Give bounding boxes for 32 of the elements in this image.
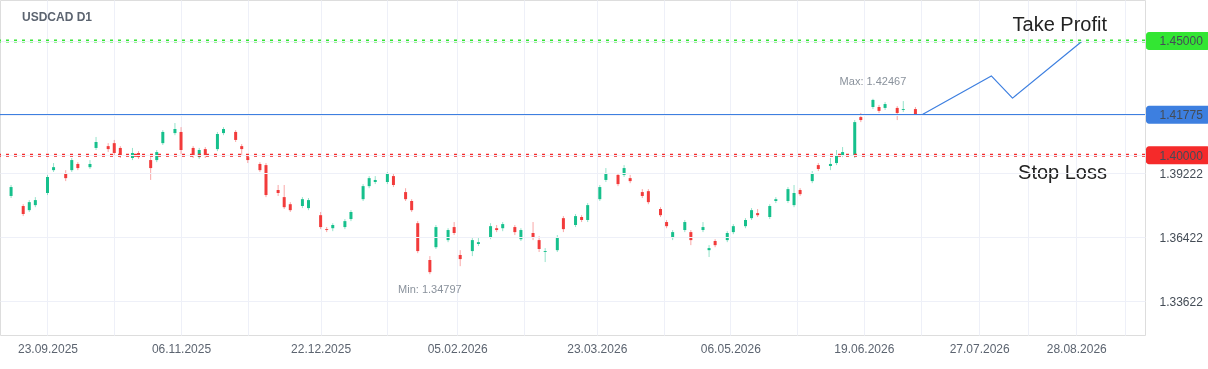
- candlestick: [276, 184, 280, 197]
- candlestick: [798, 187, 802, 197]
- y-tick-label: 1.39222: [1159, 166, 1204, 181]
- x-tick-label: 05.02.2026: [427, 341, 489, 356]
- x-tick-label: 23.03.2026: [567, 341, 628, 356]
- candlestick: [707, 244, 711, 258]
- candlestick: [173, 122, 177, 136]
- y-tick-label: 1.40000: [1159, 148, 1204, 163]
- annotation: Min: 1.34797: [398, 283, 462, 296]
- candlestick: [883, 101, 887, 111]
- x-tick-label: 23.09.2025: [17, 341, 79, 356]
- x-tick-label: 28.08.2026: [1046, 341, 1108, 356]
- candlestick: [543, 247, 547, 263]
- candlestick: [452, 221, 456, 236]
- y-tick-label: 1.36422: [1159, 230, 1204, 245]
- candlestick: [94, 136, 98, 151]
- ref-line-label: Take Profit: [1012, 12, 1108, 35]
- candlestick: [877, 104, 881, 114]
- candlestick: [713, 238, 717, 248]
- y-tick-label: 1.45000: [1159, 34, 1204, 49]
- text: USDCAD D1: [22, 10, 93, 24]
- candlestick: [701, 221, 705, 233]
- x-tick-label: 22.12.2025: [291, 341, 352, 356]
- x-tick-label: 19.06.2026: [834, 341, 895, 356]
- x-tick-label: 27.07.2026: [949, 341, 1011, 356]
- x-tick-label: 06.05.2026: [700, 341, 762, 356]
- x-tick-label: 06.11.2025: [151, 341, 212, 356]
- annotation: Max: 1.42467: [839, 74, 907, 87]
- candlestick: [901, 100, 905, 113]
- candlestick: [88, 159, 92, 170]
- y-tick-label: 1.33622: [1159, 294, 1204, 309]
- y-tick-label: 1.41775: [1159, 108, 1204, 123]
